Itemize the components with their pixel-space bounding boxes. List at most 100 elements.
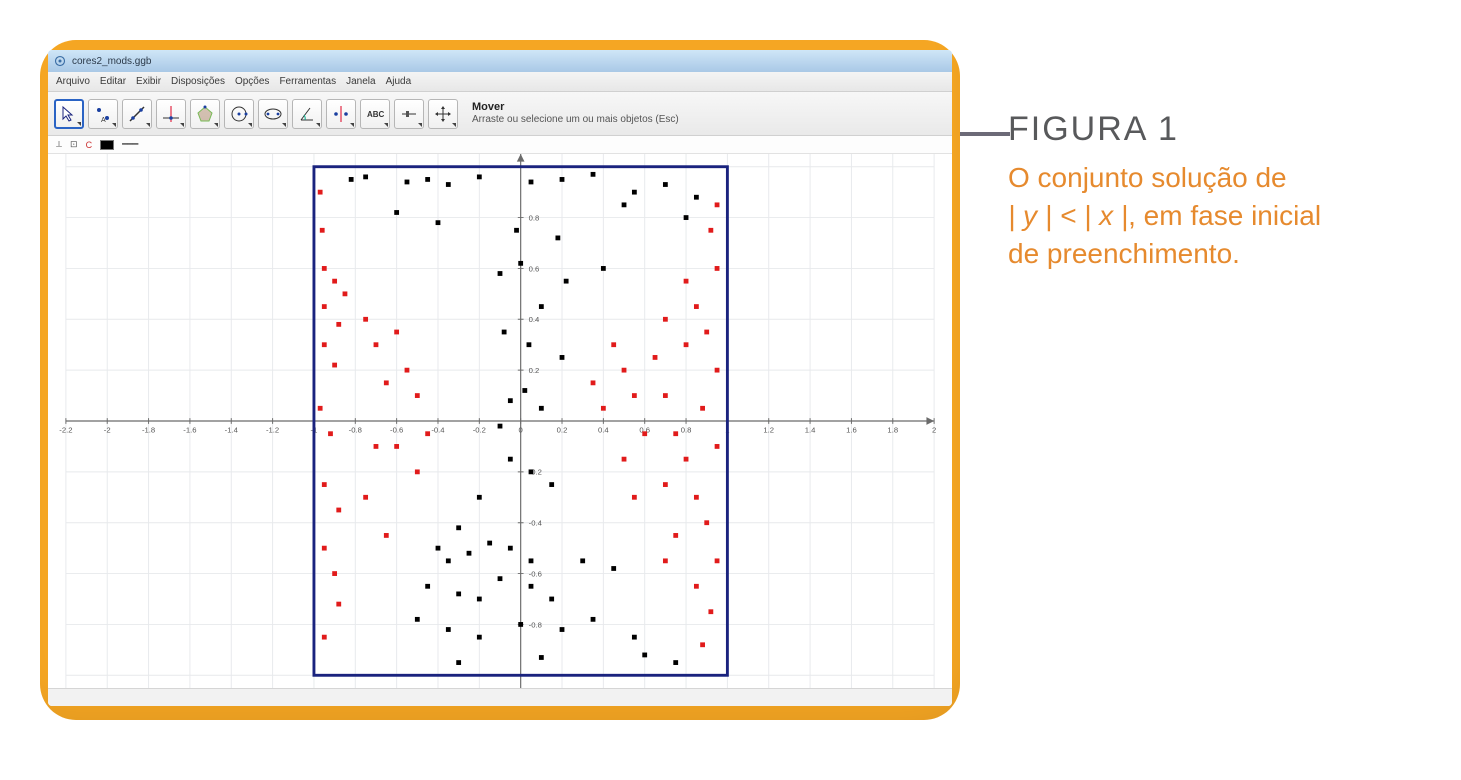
ellipse-tool-button[interactable] bbox=[258, 99, 288, 129]
svg-text:ABC: ABC bbox=[367, 110, 385, 119]
move-graphics-tool-button[interactable] bbox=[428, 99, 458, 129]
scatter-point bbox=[632, 393, 637, 398]
move-tool-button[interactable] bbox=[54, 99, 84, 129]
fmt-item-2[interactable]: ⊡ bbox=[70, 139, 78, 150]
scatter-point bbox=[622, 368, 627, 373]
y-tick-label: 0.2 bbox=[529, 366, 540, 375]
scatter-point bbox=[518, 261, 523, 266]
scatter-point bbox=[601, 266, 606, 271]
scatter-point bbox=[529, 558, 534, 563]
graphics-view[interactable]: -2.2-2-1.8-1.6-1.4-1.2-1-0.8-0.6-0.4-0.2… bbox=[48, 154, 952, 688]
scatter-point bbox=[363, 495, 368, 500]
scatter-point bbox=[336, 322, 341, 327]
scatter-point bbox=[320, 228, 325, 233]
menu-item-exibir[interactable]: Exibir bbox=[136, 76, 161, 87]
format-bar: ⟂ ⊡ C ━━━ bbox=[48, 136, 952, 154]
scatter-point bbox=[715, 368, 720, 373]
scatter-point bbox=[446, 558, 451, 563]
fmt-item-3[interactable]: C bbox=[86, 140, 93, 150]
scatter-point bbox=[694, 195, 699, 200]
scatter-point bbox=[384, 533, 389, 538]
line-style-dropdown[interactable]: ━━━ bbox=[122, 139, 138, 150]
scatter-point bbox=[663, 317, 668, 322]
scatter-point bbox=[632, 495, 637, 500]
scatter-point bbox=[622, 457, 627, 462]
x-tick-label: 0.4 bbox=[598, 426, 609, 435]
scatter-point bbox=[715, 202, 720, 207]
y-tick-label: -0.4 bbox=[529, 519, 543, 528]
scatter-point bbox=[514, 228, 519, 233]
scatter-point bbox=[322, 635, 327, 640]
scatter-point bbox=[555, 236, 560, 241]
reflect-tool-button[interactable] bbox=[326, 99, 356, 129]
scatter-point bbox=[456, 660, 461, 665]
scatter-point bbox=[336, 508, 341, 513]
scatter-point bbox=[446, 182, 451, 187]
menu-item-ferramentas[interactable]: Ferramentas bbox=[279, 76, 336, 87]
x-tick-label: 2 bbox=[932, 426, 936, 435]
scatter-point bbox=[332, 279, 337, 284]
scatter-point bbox=[673, 431, 678, 436]
menu-item-opcoes[interactable]: Opções bbox=[235, 76, 269, 87]
text-tool-button[interactable]: ABC bbox=[360, 99, 390, 129]
menu-item-disposicoes[interactable]: Disposições bbox=[171, 76, 225, 87]
scatter-point bbox=[322, 342, 327, 347]
scatter-point bbox=[715, 266, 720, 271]
scatter-point bbox=[487, 541, 492, 546]
scatter-point bbox=[415, 617, 420, 622]
scatter-point bbox=[498, 424, 503, 429]
circle-tool-button[interactable] bbox=[224, 99, 254, 129]
menubar: Arquivo Editar Exibir Disposições Opções… bbox=[48, 72, 952, 92]
scatter-point bbox=[529, 584, 534, 589]
scatter-point bbox=[591, 617, 596, 622]
tool-hint: Mover Arraste ou selecione um ou mais ob… bbox=[472, 101, 679, 126]
menu-item-editar[interactable]: Editar bbox=[100, 76, 126, 87]
scatter-point bbox=[522, 388, 527, 393]
scatter-point bbox=[363, 317, 368, 322]
scatter-point bbox=[477, 597, 482, 602]
scatter-point bbox=[318, 190, 323, 195]
fmt-item-1[interactable]: ⟂ bbox=[56, 139, 62, 150]
scatter-point bbox=[539, 304, 544, 309]
scatter-point bbox=[704, 330, 709, 335]
scatter-point bbox=[591, 380, 596, 385]
x-tick-label: -2 bbox=[104, 426, 111, 435]
scatter-point bbox=[529, 469, 534, 474]
scatter-point bbox=[343, 291, 348, 296]
line-tool-button[interactable] bbox=[122, 99, 152, 129]
scatter-point bbox=[539, 655, 544, 660]
scatter-point bbox=[349, 177, 354, 182]
scatter-point bbox=[405, 368, 410, 373]
scatter-point bbox=[456, 592, 461, 597]
scatter-point bbox=[715, 444, 720, 449]
scatter-point bbox=[642, 431, 647, 436]
scatter-point bbox=[684, 457, 689, 462]
scatter-point bbox=[436, 546, 441, 551]
y-tick-label: -0.6 bbox=[529, 569, 542, 578]
slider-tool-button[interactable] bbox=[394, 99, 424, 129]
perpendicular-tool-button[interactable] bbox=[156, 99, 186, 129]
scatter-point bbox=[694, 584, 699, 589]
x-tick-label: 0.8 bbox=[681, 426, 692, 435]
scatter-point bbox=[663, 393, 668, 398]
color-swatch[interactable] bbox=[100, 140, 114, 150]
point-tool-button[interactable]: A bbox=[88, 99, 118, 129]
scatter-point bbox=[539, 406, 544, 411]
polygon-tool-button[interactable] bbox=[190, 99, 220, 129]
scatter-point bbox=[502, 330, 507, 335]
menu-item-janela[interactable]: Janela bbox=[346, 76, 375, 87]
scatter-point bbox=[425, 177, 430, 182]
x-tick-label: 1.2 bbox=[763, 426, 774, 435]
x-tick-label: -0.4 bbox=[431, 426, 445, 435]
scatter-point bbox=[580, 558, 585, 563]
input-bar[interactable] bbox=[48, 688, 952, 706]
menu-item-ajuda[interactable]: Ajuda bbox=[386, 76, 412, 87]
angle-tool-button[interactable] bbox=[292, 99, 322, 129]
scatter-point bbox=[394, 330, 399, 335]
menu-item-arquivo[interactable]: Arquivo bbox=[56, 76, 90, 87]
x-tick-label: -1.8 bbox=[142, 426, 155, 435]
scatter-point bbox=[425, 431, 430, 436]
orange-frame: cores2_mods.ggb Arquivo Editar Exibir Di… bbox=[40, 40, 960, 720]
scatter-point bbox=[694, 304, 699, 309]
scatter-point bbox=[663, 182, 668, 187]
